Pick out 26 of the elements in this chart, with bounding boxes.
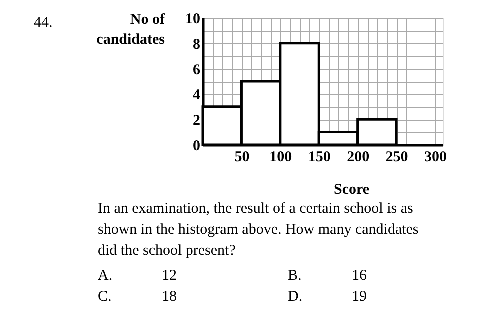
text: A.	[98, 268, 113, 284]
text: B.	[288, 268, 302, 284]
x-tick-label: 50	[234, 150, 250, 166]
text: 12	[162, 268, 177, 284]
y-tick-label: 10	[186, 12, 200, 28]
y-tick-label: 6	[193, 62, 201, 78]
x-tick-label: 250	[386, 150, 408, 166]
x-tick-label: 100	[270, 150, 292, 166]
y-tick-label: 4	[193, 88, 201, 104]
x-tick-label: 300	[424, 150, 448, 166]
y-tick-label: 8	[193, 36, 200, 53]
x-tick-label: 200	[347, 150, 370, 166]
text: C.	[98, 289, 112, 305]
text: D.	[288, 289, 303, 305]
text: 19	[352, 289, 367, 305]
y-tick-label: 2	[193, 113, 200, 130]
text: 16	[352, 268, 368, 284]
text: 44.	[34, 15, 53, 31]
y-axis-title: No of candidates	[96, 12, 166, 48]
text: shown in the histogram above. How many candidates	[98, 222, 419, 238]
y-tick-label: 0	[193, 138, 200, 154]
text: 18	[162, 289, 177, 305]
x-tick-label: 150	[308, 150, 331, 166]
text: In an examination, the result of a certain school is as	[98, 201, 414, 217]
text: did the school present?	[98, 243, 236, 259]
x-axis-title: Score	[334, 182, 370, 198]
